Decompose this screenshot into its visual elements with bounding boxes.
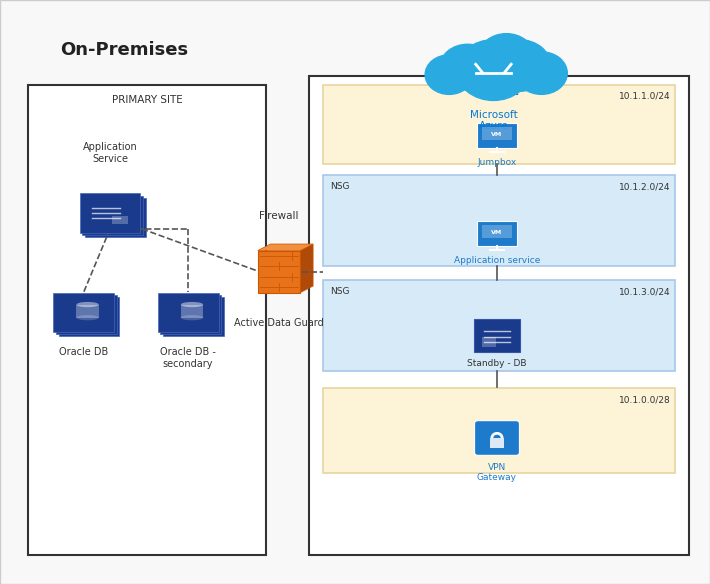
FancyBboxPatch shape — [474, 420, 520, 456]
Bar — [323, 175, 674, 266]
Ellipse shape — [77, 315, 99, 320]
Text: VM: VM — [491, 132, 503, 137]
Circle shape — [488, 40, 551, 91]
Text: 10.1.3.0/24: 10.1.3.0/24 — [619, 287, 671, 296]
Text: NSG: NSG — [330, 182, 349, 191]
Circle shape — [425, 55, 473, 95]
Text: Application
Service: Application Service — [82, 142, 138, 164]
Bar — [258, 251, 300, 293]
Polygon shape — [300, 244, 313, 293]
Bar — [476, 221, 518, 246]
Bar — [56, 295, 116, 334]
Bar — [58, 297, 119, 336]
Text: VM: VM — [491, 230, 503, 235]
Bar — [323, 85, 674, 164]
Text: Firewall: Firewall — [259, 211, 299, 221]
Text: 10.1.0.0/28: 10.1.0.0/28 — [619, 395, 671, 404]
Text: Oracle DB -
secondary: Oracle DB - secondary — [160, 347, 216, 369]
Bar — [323, 388, 674, 473]
Text: VPN
Gateway: VPN Gateway — [477, 463, 517, 482]
Circle shape — [515, 52, 567, 95]
Ellipse shape — [77, 302, 99, 307]
Bar — [158, 293, 219, 332]
Text: Standby - DB: Standby - DB — [467, 359, 527, 368]
Bar — [77, 305, 99, 318]
Bar — [476, 123, 518, 148]
Bar — [490, 438, 504, 448]
Bar — [474, 319, 520, 353]
Bar — [481, 225, 513, 238]
Bar — [82, 196, 143, 235]
Polygon shape — [258, 244, 313, 251]
Circle shape — [440, 44, 496, 90]
Bar — [111, 216, 128, 224]
Text: Jumpbox: Jumpbox — [477, 158, 517, 166]
Text: Oracle DB: Oracle DB — [59, 347, 109, 357]
Bar — [160, 295, 221, 334]
Circle shape — [457, 40, 530, 100]
Bar — [309, 76, 689, 555]
Bar — [80, 193, 141, 233]
Bar — [53, 293, 114, 332]
Bar — [481, 127, 513, 140]
Bar — [482, 337, 496, 347]
Circle shape — [479, 34, 534, 79]
Text: 10.1.1.0/24: 10.1.1.0/24 — [619, 92, 671, 100]
Bar — [163, 297, 224, 336]
Bar — [445, 68, 542, 85]
Text: NSG: NSG — [330, 287, 349, 296]
Ellipse shape — [181, 315, 203, 320]
Text: Active Data Guard: Active Data Guard — [234, 318, 324, 328]
Bar — [323, 280, 674, 371]
Ellipse shape — [181, 302, 203, 307]
Bar — [14, 70, 415, 561]
Bar — [28, 85, 266, 555]
Text: 10.1.2.0/24: 10.1.2.0/24 — [619, 182, 671, 191]
Text: DR SITE: DR SITE — [475, 87, 519, 98]
Bar — [84, 197, 146, 237]
Bar — [181, 305, 203, 318]
Text: Application service: Application service — [454, 256, 540, 265]
Text: PRIMARY SITE: PRIMARY SITE — [111, 95, 182, 106]
Text: Microsoft
Azure: Microsoft Azure — [469, 110, 518, 131]
Text: On-Premises: On-Premises — [60, 41, 188, 58]
